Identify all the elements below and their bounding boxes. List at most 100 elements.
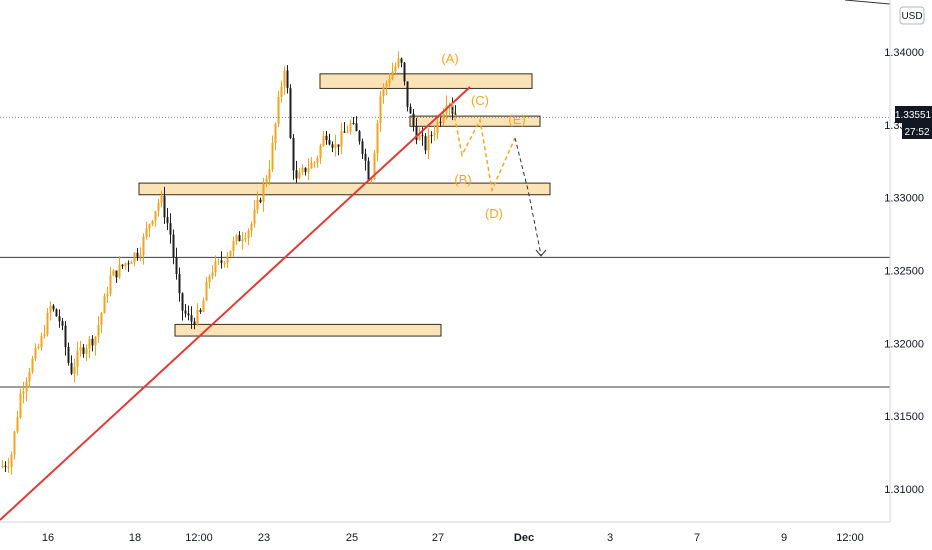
candle-body: [409, 106, 412, 114]
candle-body: [178, 274, 181, 294]
candles: [1, 51, 457, 475]
candle-body: [280, 86, 283, 97]
candle-body: [391, 71, 394, 80]
countdown-label: 27:52: [904, 127, 929, 138]
wave-label-b: (B): [454, 172, 471, 187]
candle-body: [91, 338, 94, 346]
candle-body: [370, 179, 373, 181]
candle-body: [250, 223, 253, 231]
candle-body: [172, 234, 175, 258]
candle-body: [277, 96, 280, 124]
candle-body: [190, 315, 193, 322]
candle-body: [439, 121, 442, 123]
candle-body: [379, 96, 382, 124]
zone-rectangle[interactable]: [138, 182, 551, 196]
y-tick-label: 1.34000: [884, 47, 924, 59]
candle-body: [301, 167, 304, 173]
candle-body: [373, 153, 376, 180]
candle-body: [4, 465, 7, 467]
candle-body: [343, 131, 346, 133]
candle-body: [238, 235, 241, 242]
candle-body: [220, 260, 223, 263]
candle-body: [412, 113, 415, 126]
candle-body: [169, 223, 172, 235]
candle-body: [31, 358, 34, 373]
candle-body: [310, 162, 313, 169]
time-axis[interactable]: 16 18 12:00 23 25 27 Dec 3 7 9 12:00: [42, 532, 864, 544]
currency-badge[interactable]: USD: [899, 6, 925, 25]
candle-body: [1, 465, 4, 468]
candle-body: [46, 312, 49, 335]
candle-body: [307, 168, 310, 172]
candle-body: [130, 262, 133, 264]
candle-body: [154, 211, 157, 221]
wave-labels: (A) (B) (C) (D) (E): [441, 51, 525, 221]
candle-body: [325, 135, 328, 141]
candle-body: [298, 172, 301, 179]
y-tick-label: 1.32000: [884, 338, 924, 350]
candle-body: [76, 351, 79, 367]
candle-body: [319, 145, 322, 158]
candle-body: [382, 86, 385, 97]
candle-body: [226, 256, 229, 263]
candle-body: [88, 338, 91, 349]
candle-body: [259, 199, 262, 202]
candle-body: [385, 83, 388, 87]
candle-body: [175, 257, 178, 275]
candle-body: [289, 88, 292, 138]
candle-body: [436, 121, 439, 133]
x-tick-label: 9: [781, 532, 787, 544]
candle-body: [286, 70, 289, 89]
wave-label-e: (E): [508, 112, 525, 127]
candle-body: [166, 217, 169, 224]
horizontal-levels: [0, 256, 890, 388]
zone-rectangle[interactable]: [174, 323, 442, 337]
candle-body: [322, 135, 325, 146]
x-tick-label: 27: [432, 532, 444, 544]
trendline[interactable]: [0, 86, 471, 521]
candle-body: [133, 252, 136, 263]
candle-body: [394, 66, 397, 72]
candle-body: [142, 236, 145, 256]
zone-rectangle[interactable]: [409, 115, 541, 127]
candle-body: [211, 272, 214, 277]
candle-body: [34, 347, 37, 359]
candle-body: [181, 293, 184, 311]
candle-body: [184, 310, 187, 314]
candle-body: [205, 281, 208, 301]
candle-body: [229, 250, 232, 257]
y-tick-label: 1.31500: [884, 411, 924, 423]
x-tick-label: Dec: [514, 532, 534, 544]
candle-body: [235, 235, 238, 242]
candle-body: [328, 140, 331, 145]
candle-body: [427, 135, 430, 151]
candle-body: [157, 202, 160, 212]
candle-body: [115, 270, 118, 278]
candle-body: [295, 170, 298, 179]
candle-body: [106, 293, 109, 296]
candle-body: [10, 454, 13, 467]
candle-body: [433, 132, 436, 136]
candle-body: [58, 316, 61, 322]
top-trendline[interactable]: [844, 0, 891, 5]
candle-body: [37, 347, 40, 349]
candle-body: [64, 325, 67, 348]
candle-body: [397, 58, 400, 67]
currency-label: USD: [901, 11, 922, 22]
candle-body: [346, 131, 349, 133]
last-price-label: 1.33551: [895, 110, 932, 121]
candle-body: [424, 136, 427, 151]
candle-body: [196, 309, 199, 325]
candle-body: [148, 224, 151, 229]
candle-body: [406, 81, 409, 107]
candle-body: [160, 195, 163, 203]
zone-rectangle[interactable]: [319, 73, 533, 89]
candle-body: [430, 135, 433, 137]
candle-body: [415, 125, 418, 140]
candle-body: [352, 123, 355, 125]
candle-body: [292, 137, 295, 171]
candle-body: [187, 313, 190, 316]
candle-body: [274, 123, 277, 143]
candle-body: [61, 321, 64, 326]
